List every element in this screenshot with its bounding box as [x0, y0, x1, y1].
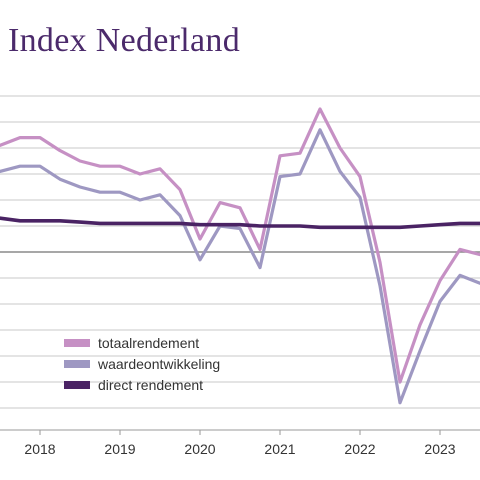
page-title: Index Nederland — [8, 22, 241, 59]
legend-label-totaalrendement: totaalrendement — [98, 335, 199, 351]
x-tick-label: 2020 — [184, 441, 215, 457]
x-tick-label: 2023 — [424, 441, 455, 457]
legend: totaalrendement waardeontwikkeling direct … — [64, 335, 220, 393]
series-line-direct-rendement — [0, 216, 480, 230]
legend-label-direct-rendement: direct rendement — [98, 377, 203, 393]
x-tick-label: 2021 — [264, 441, 295, 457]
legend-swatch-totaalrendement — [64, 339, 90, 347]
x-tick-label: 2018 — [24, 441, 55, 457]
series-line-waardeontwikkeling — [0, 128, 480, 405]
legend-swatch-waardeontwikkeling — [64, 360, 90, 368]
x-tick-label: 2019 — [104, 441, 135, 457]
series-line-totaalrendement — [0, 107, 480, 384]
legend-label-waardeontwikkeling: waardeontwikkeling — [97, 356, 220, 372]
grid — [0, 95, 480, 431]
legend-swatch-direct-rendement — [64, 381, 90, 389]
x-axis-ticks: 2018 2019 2020 2021 2022 2023 — [24, 430, 456, 457]
x-tick-label: 2022 — [344, 441, 375, 457]
series-lines — [0, 107, 480, 405]
